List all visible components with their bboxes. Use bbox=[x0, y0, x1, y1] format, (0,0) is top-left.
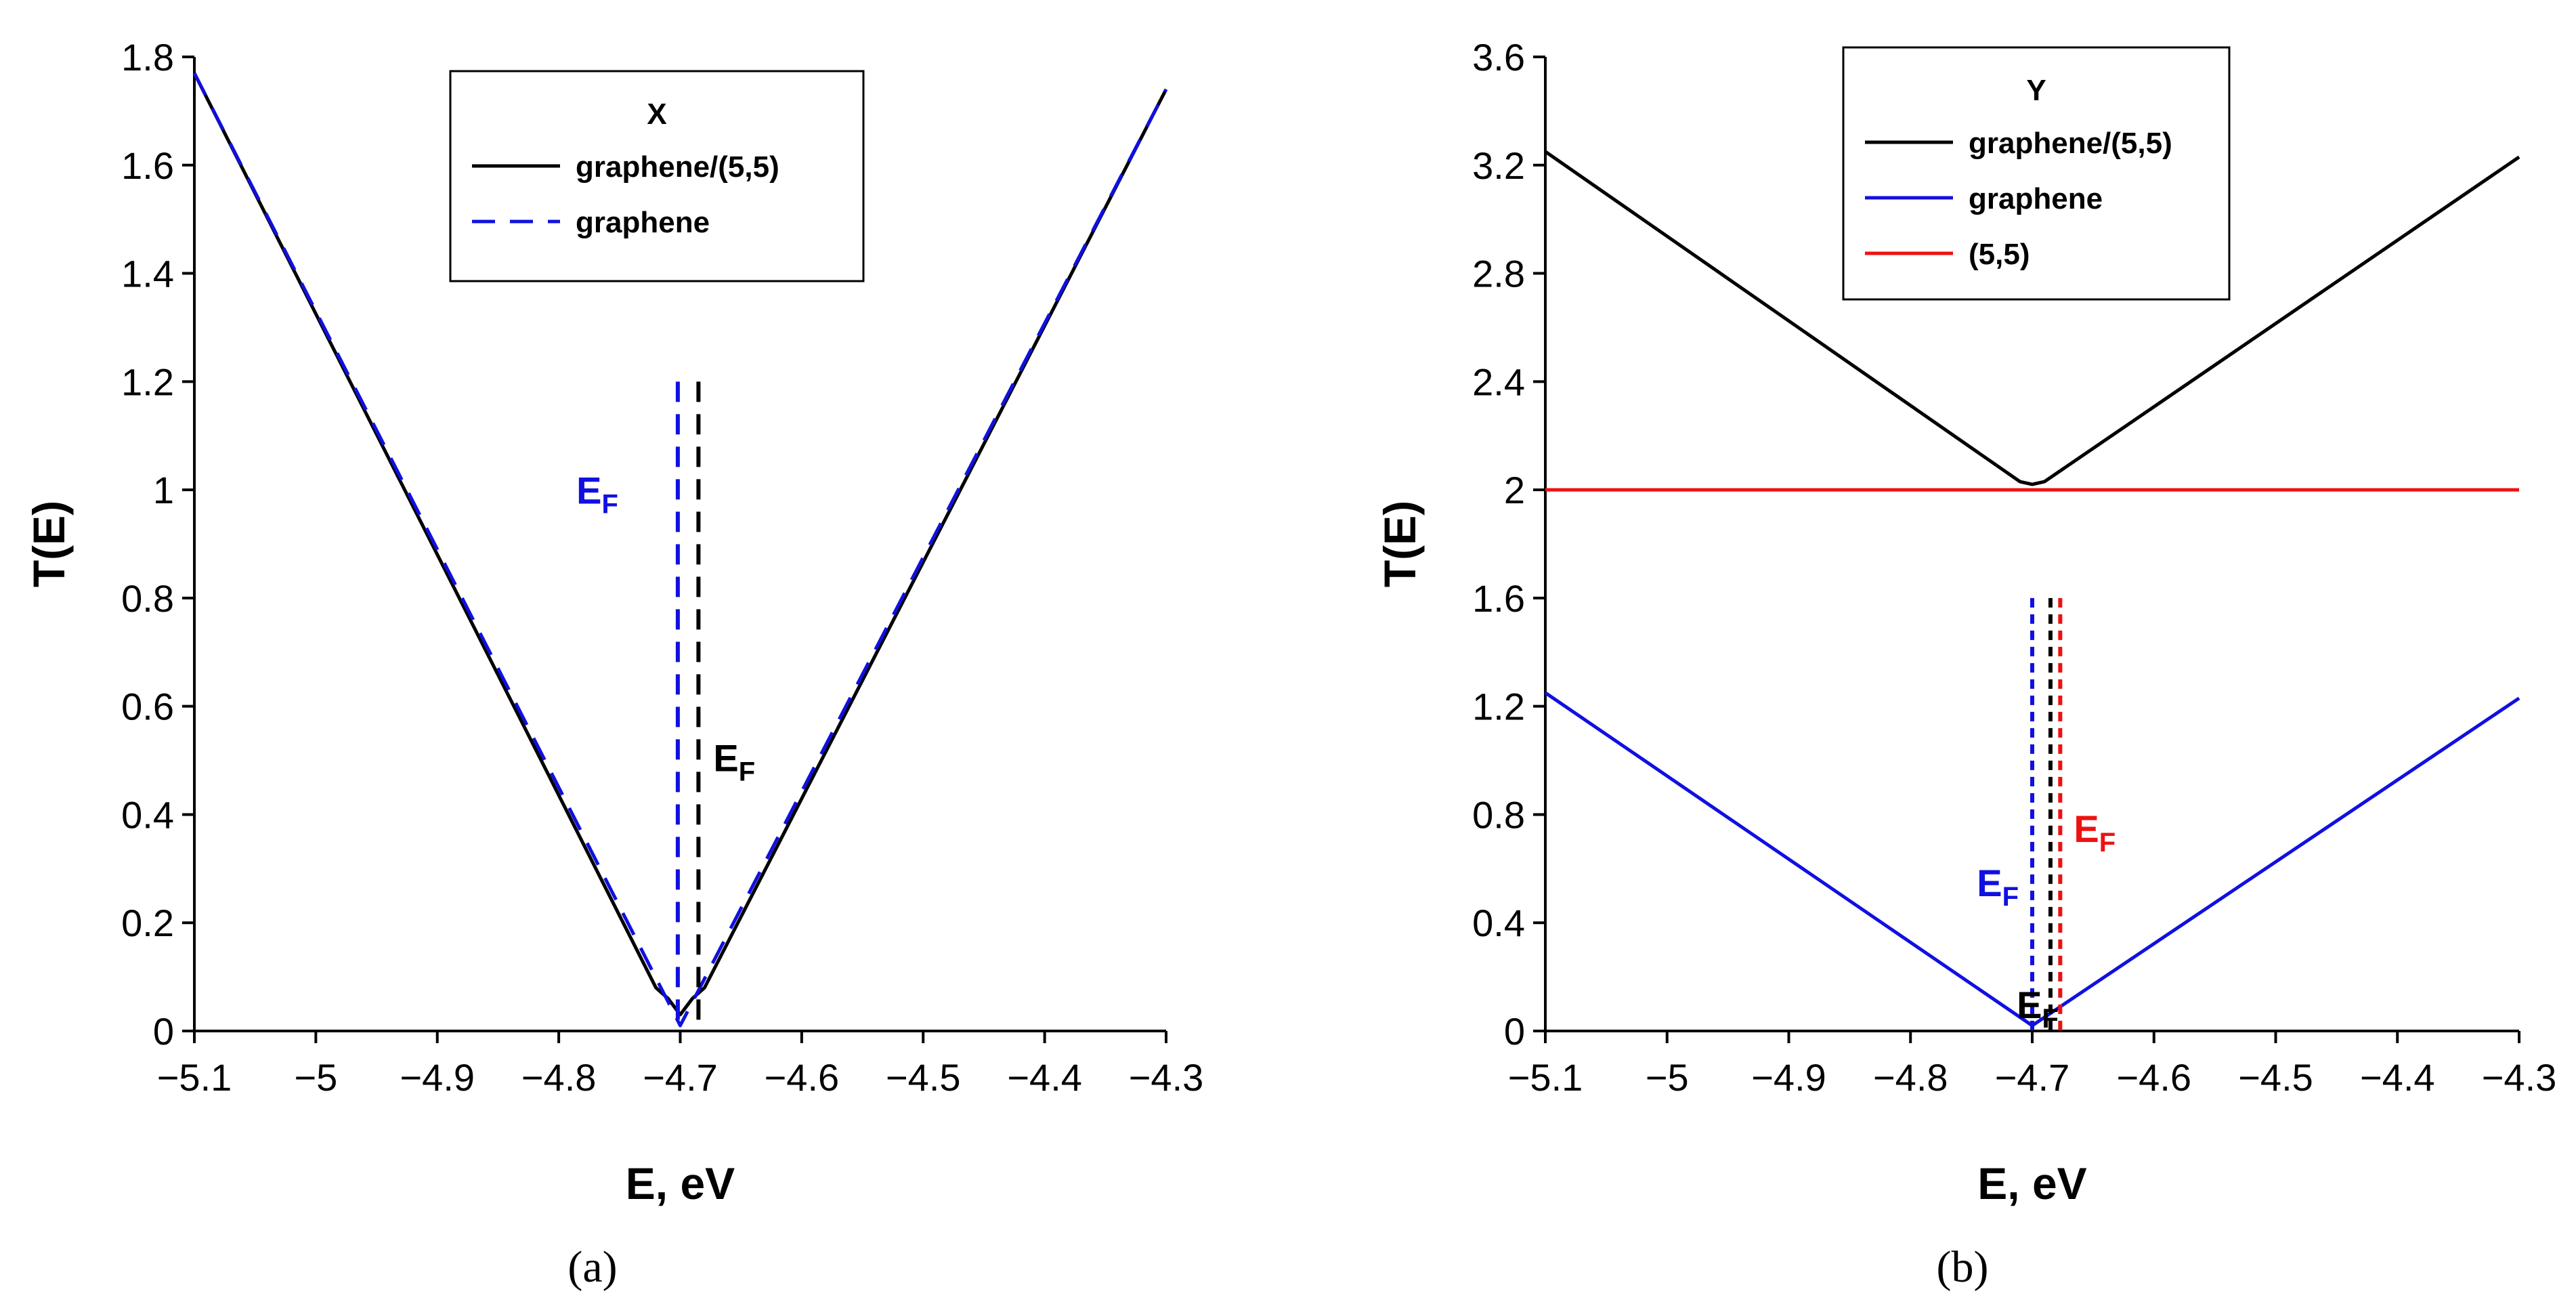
fermi-level-subscript: F bbox=[2002, 882, 2019, 912]
x-tick-label: −4.9 bbox=[400, 1056, 475, 1099]
fermi-level-label: EF bbox=[2017, 984, 2059, 1034]
legend-entry-label: graphene/(5,5) bbox=[576, 150, 779, 184]
y-tick-label: 1.8 bbox=[121, 36, 174, 79]
fermi-level-subscript: F bbox=[2099, 828, 2116, 858]
series-line-graphene-5-5 bbox=[192, 72, 1168, 1017]
legend-entry-label: graphene/(5,5) bbox=[1969, 127, 2172, 160]
x-tick-label: −5 bbox=[1646, 1056, 1689, 1099]
legend-entry-label: graphene bbox=[1969, 182, 2103, 215]
y-tick-label: 0.8 bbox=[121, 577, 174, 620]
x-tick-label: −4.4 bbox=[2360, 1056, 2435, 1099]
fermi-level-label: EF bbox=[1977, 862, 2019, 912]
y-tick-label: 2 bbox=[1504, 469, 1525, 511]
y-tick-label: 1.2 bbox=[1472, 686, 1525, 728]
y-tick-label: 0.4 bbox=[121, 793, 174, 836]
legend-entry-label: (5,5) bbox=[1969, 238, 2030, 271]
legend-box bbox=[1842, 46, 2231, 301]
legend-title: Y bbox=[2026, 74, 2046, 107]
legend-entry-label: graphene bbox=[576, 206, 710, 239]
y-axis-label: T(E) bbox=[24, 501, 74, 587]
y-axis-label: T(E) bbox=[1375, 501, 1425, 587]
y-tick-label: 1.2 bbox=[121, 360, 174, 403]
x-tick-label: −4.6 bbox=[2116, 1056, 2191, 1099]
y-tick-label: 0.2 bbox=[121, 902, 174, 944]
y-tick-label: 0.8 bbox=[1472, 793, 1525, 836]
y-tick-label: 3.6 bbox=[1472, 36, 1525, 79]
chart-panel-b: 0 0.4 0.8 1.2 1.6 2 2.4 2.8 3.2 3.6 −5.1 −5 −4.9 −4.8… bbox=[1375, 36, 2556, 1292]
y-tick-label: 1 bbox=[153, 469, 174, 511]
x-tick-label: −4.5 bbox=[2238, 1056, 2313, 1099]
legend-title: X bbox=[647, 98, 666, 131]
chart-panel-a: 0 0.2 0.4 0.6 0.8 1 1.2 1.4 1.6 1.8 −5.1 −5 −4.9 −4.8… bbox=[24, 36, 1203, 1292]
fermi-level-subscript: F bbox=[601, 489, 618, 519]
x-axis-label: E, eV bbox=[626, 1158, 735, 1208]
x-tick-label: −4.6 bbox=[765, 1056, 840, 1099]
y-tick-label: 2.4 bbox=[1472, 360, 1525, 403]
x-tick-label: −4.7 bbox=[1995, 1056, 2070, 1099]
series-line-graphene bbox=[192, 72, 1168, 1028]
x-tick-label: −4.3 bbox=[2482, 1056, 2557, 1099]
fermi-level-label: EF bbox=[713, 736, 755, 786]
x-tick-label: −5 bbox=[294, 1056, 337, 1099]
fermi-level-subscript: F bbox=[2042, 1004, 2059, 1034]
y-tick-label: 0.4 bbox=[1472, 902, 1525, 944]
y-tick-label: 1.6 bbox=[1472, 577, 1525, 620]
y-tick-label: 1.6 bbox=[121, 144, 174, 187]
x-tick-label: −5.1 bbox=[1508, 1056, 1583, 1099]
x-axis-label: E, eV bbox=[1977, 1158, 2086, 1208]
fermi-level-subscript: F bbox=[739, 757, 755, 786]
y-tick-label: 3.2 bbox=[1472, 144, 1525, 187]
y-tick-label: 0 bbox=[1504, 1010, 1525, 1053]
y-tick-label: 0.6 bbox=[121, 686, 174, 728]
x-tick-label: −5.1 bbox=[157, 1056, 232, 1099]
legend-box bbox=[449, 70, 865, 282]
series-line-graphene-5-5 bbox=[1544, 150, 2520, 486]
y-tick-label: 0 bbox=[153, 1010, 174, 1053]
x-tick-label: −4.8 bbox=[1873, 1056, 1948, 1099]
y-tick-label: 1.4 bbox=[121, 253, 174, 295]
x-tick-label: −4.8 bbox=[521, 1056, 597, 1099]
fermi-level-label: EF bbox=[2074, 807, 2116, 858]
x-tick-label: −4.4 bbox=[1007, 1056, 1082, 1099]
fermi-level-label: EF bbox=[576, 469, 618, 519]
x-tick-label: −4.3 bbox=[1129, 1056, 1204, 1099]
panel-label: (b) bbox=[1937, 1242, 1989, 1292]
y-tick-label: 2.8 bbox=[1472, 253, 1525, 295]
x-tick-label: −4.9 bbox=[1751, 1056, 1826, 1099]
x-tick-label: −4.7 bbox=[643, 1056, 718, 1099]
x-tick-label: −4.5 bbox=[886, 1056, 961, 1099]
panel-label: (a) bbox=[567, 1242, 617, 1292]
